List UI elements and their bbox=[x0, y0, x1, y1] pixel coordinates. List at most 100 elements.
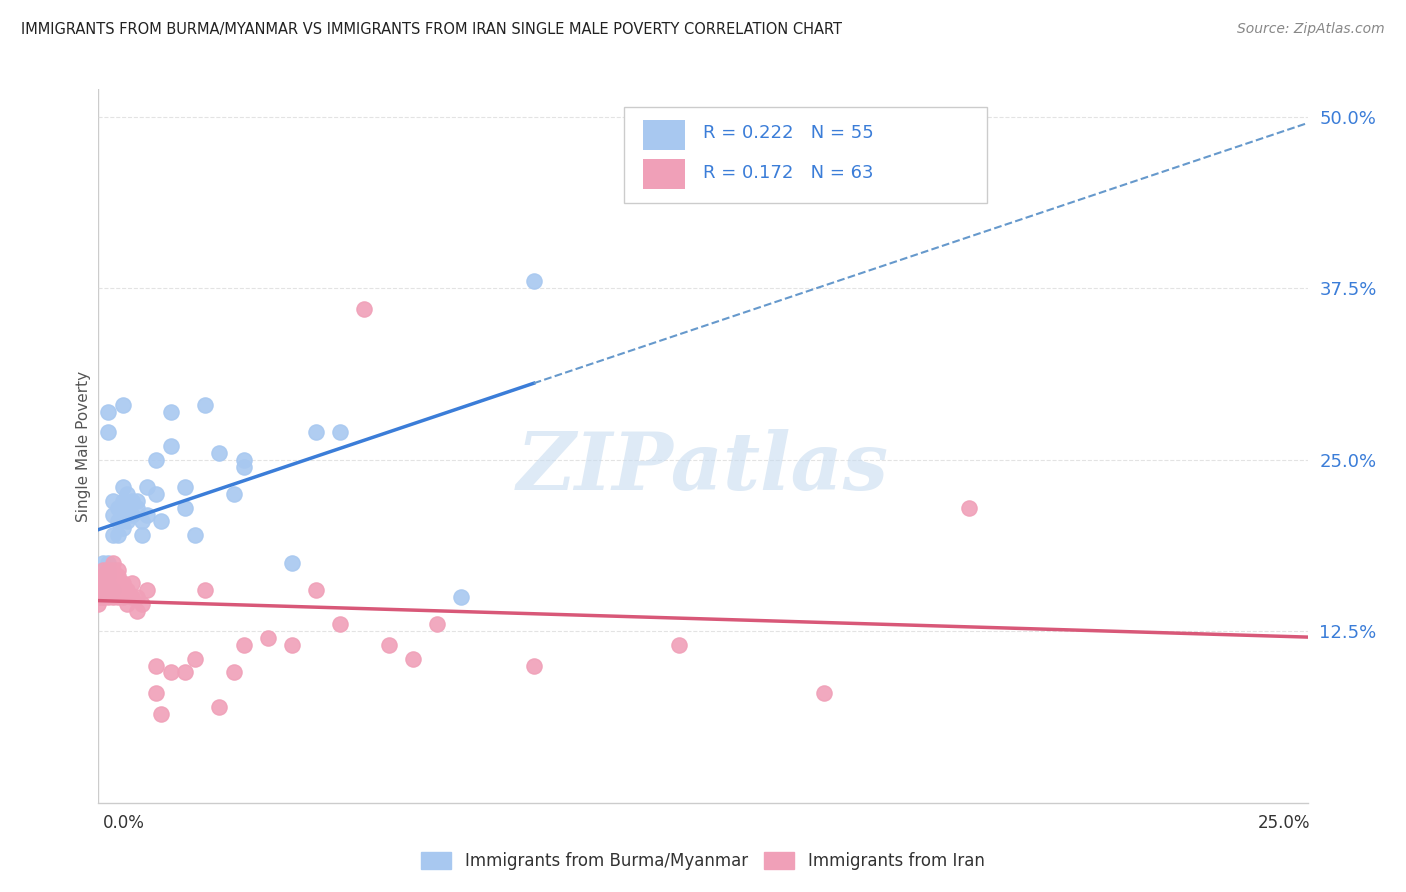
Point bbox=[111, 500, 134, 515]
Text: ZIPatlas: ZIPatlas bbox=[517, 429, 889, 506]
Point bbox=[121, 494, 143, 508]
Point bbox=[402, 651, 425, 665]
Point bbox=[127, 590, 149, 604]
Point bbox=[194, 583, 217, 598]
Point bbox=[305, 425, 328, 440]
Point bbox=[91, 569, 114, 583]
Point bbox=[813, 686, 835, 700]
Point bbox=[101, 590, 124, 604]
Point bbox=[329, 617, 352, 632]
Point bbox=[87, 590, 110, 604]
Text: R = 0.172   N = 63: R = 0.172 N = 63 bbox=[703, 164, 873, 182]
Point bbox=[160, 439, 183, 453]
Point bbox=[101, 583, 124, 598]
Point bbox=[97, 569, 120, 583]
Point bbox=[87, 583, 110, 598]
Point bbox=[184, 528, 207, 542]
Point bbox=[97, 562, 120, 576]
Point bbox=[131, 515, 153, 529]
Point bbox=[101, 562, 124, 576]
Point bbox=[91, 576, 114, 591]
Point bbox=[222, 487, 245, 501]
Point bbox=[121, 576, 143, 591]
Point bbox=[107, 500, 129, 515]
Point bbox=[117, 597, 139, 611]
FancyBboxPatch shape bbox=[624, 107, 987, 203]
Point bbox=[87, 569, 110, 583]
Point bbox=[101, 556, 124, 570]
Point bbox=[160, 405, 183, 419]
Point bbox=[174, 500, 197, 515]
Point bbox=[91, 562, 114, 576]
Point bbox=[135, 508, 157, 522]
Text: R = 0.222   N = 55: R = 0.222 N = 55 bbox=[703, 125, 873, 143]
Point bbox=[111, 590, 134, 604]
Point bbox=[208, 699, 231, 714]
Point bbox=[117, 500, 139, 515]
Point bbox=[107, 515, 129, 529]
Point bbox=[957, 500, 980, 515]
Point bbox=[111, 583, 134, 598]
Point bbox=[97, 405, 120, 419]
Point bbox=[101, 583, 124, 598]
Point bbox=[131, 528, 153, 542]
Point bbox=[87, 590, 110, 604]
Point bbox=[281, 638, 304, 652]
Point bbox=[117, 583, 139, 598]
Point bbox=[121, 508, 143, 522]
FancyBboxPatch shape bbox=[643, 159, 685, 189]
Point bbox=[97, 556, 120, 570]
Point bbox=[145, 452, 167, 467]
Point bbox=[111, 576, 134, 591]
Point bbox=[668, 638, 690, 652]
Point bbox=[107, 528, 129, 542]
Point bbox=[150, 706, 173, 721]
Point bbox=[281, 556, 304, 570]
Point bbox=[145, 487, 167, 501]
Point bbox=[117, 487, 139, 501]
Point bbox=[174, 480, 197, 494]
Point bbox=[111, 521, 134, 535]
Point bbox=[329, 425, 352, 440]
Point bbox=[426, 617, 449, 632]
Point bbox=[127, 604, 149, 618]
Text: IMMIGRANTS FROM BURMA/MYANMAR VS IMMIGRANTS FROM IRAN SINGLE MALE POVERTY CORREL: IMMIGRANTS FROM BURMA/MYANMAR VS IMMIGRA… bbox=[21, 22, 842, 37]
Point bbox=[101, 569, 124, 583]
Point bbox=[97, 569, 120, 583]
Point bbox=[97, 576, 120, 591]
Point bbox=[87, 583, 110, 598]
Point bbox=[111, 494, 134, 508]
Point bbox=[150, 515, 173, 529]
Point bbox=[101, 576, 124, 591]
Point bbox=[135, 583, 157, 598]
Point bbox=[97, 576, 120, 591]
Point bbox=[101, 508, 124, 522]
Text: Source: ZipAtlas.com: Source: ZipAtlas.com bbox=[1237, 22, 1385, 37]
Point bbox=[91, 576, 114, 591]
Point bbox=[91, 583, 114, 598]
Point bbox=[222, 665, 245, 680]
Point bbox=[87, 597, 110, 611]
FancyBboxPatch shape bbox=[643, 120, 685, 150]
Point bbox=[450, 590, 472, 604]
Point bbox=[160, 665, 183, 680]
Point bbox=[111, 480, 134, 494]
Point bbox=[305, 583, 328, 598]
Point bbox=[91, 556, 114, 570]
Point bbox=[97, 562, 120, 576]
Point bbox=[145, 686, 167, 700]
Point bbox=[353, 301, 375, 316]
Point bbox=[91, 590, 114, 604]
Point bbox=[523, 658, 546, 673]
Point bbox=[127, 494, 149, 508]
Legend: Immigrants from Burma/Myanmar, Immigrants from Iran: Immigrants from Burma/Myanmar, Immigrant… bbox=[415, 845, 991, 877]
Point bbox=[107, 569, 129, 583]
Point bbox=[145, 658, 167, 673]
Point bbox=[97, 425, 120, 440]
Point bbox=[121, 590, 143, 604]
Point bbox=[97, 583, 120, 598]
Point bbox=[232, 459, 254, 474]
Point bbox=[127, 500, 149, 515]
Point bbox=[107, 576, 129, 591]
Point bbox=[256, 631, 278, 645]
